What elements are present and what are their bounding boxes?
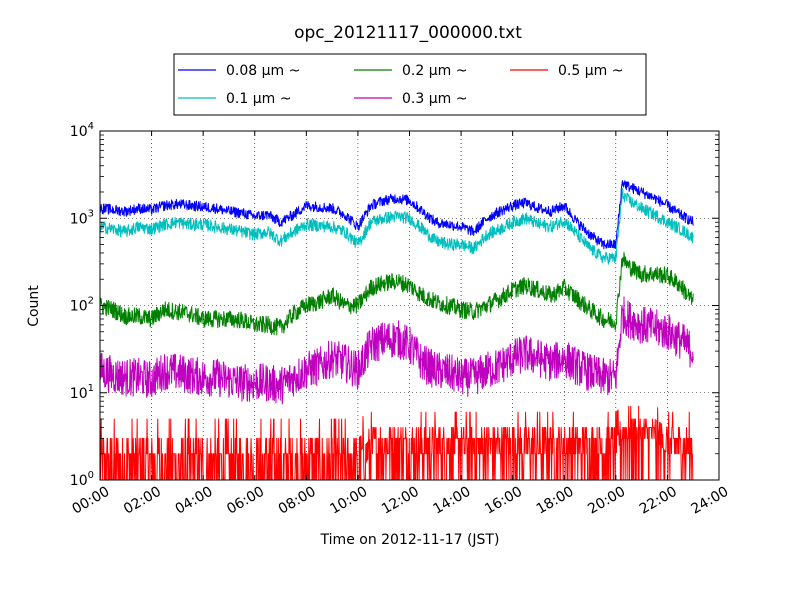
legend-box [173,53,647,116]
legend: 0.08 μm ~ 0.1 μm ~ 0.2 μm ~ 0.3 μm ~ 0.5 μm … [173,53,647,116]
series-line-3 [100,296,694,405]
y-tick-labels: 100 101 102 103 104 [70,121,94,489]
y-tick-label: 103 [70,208,94,227]
series-group [100,180,694,480]
y-tick-label: 102 [70,296,94,315]
legend-label-4: 0.5 μm ~ [558,63,623,79]
y-tick-label: 100 [70,470,94,489]
series-line-2 [100,252,694,336]
series-line-1 [100,188,694,265]
legend-label-2: 0.2 μm ~ [402,63,467,79]
legend-label-0: 0.08 μm ~ [226,63,300,79]
y-tick-label: 101 [70,383,94,402]
y-tick-label: 104 [70,121,94,140]
series-line-0 [100,180,694,250]
legend-label-1: 0.1 μm ~ [226,91,291,107]
ticks [99,130,720,481]
x-axis-label: Time on 2012-11-17 (JST) [320,532,500,548]
series-line-4 [100,405,694,480]
y-axis-label: Count [26,285,42,327]
legend-label-3: 0.3 μm ~ [402,91,467,107]
chart-title: opc_20121117_000000.txt [294,23,522,43]
